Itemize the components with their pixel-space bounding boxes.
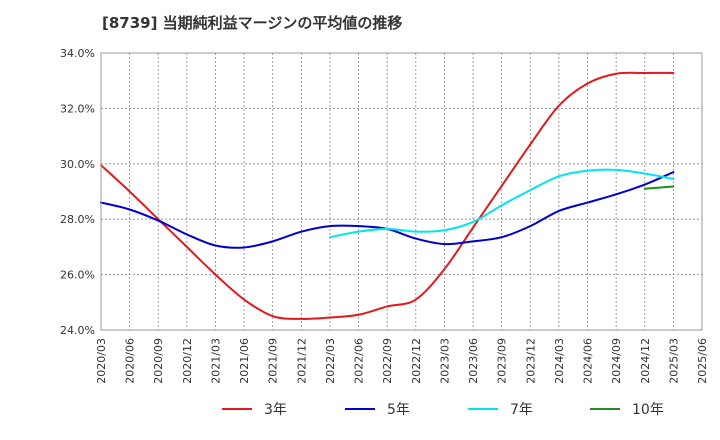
plot-frame <box>100 52 703 331</box>
x-axis-ticks: 2020/03 2020/06 2020/09 2020/12 2021/03 2021/… <box>95 338 709 384</box>
y-axis-ticks: 24.0% 26.0% 28.0% 30.0% 32.0% 34.0% <box>60 47 95 337</box>
y-tick-label: 24.0% <box>60 324 95 337</box>
x-tick-label: 2023/12 <box>524 338 537 384</box>
chart-title: [8739] 当期純利益マージンの平均値の推移 <box>102 14 403 32</box>
legend: 3年 5年 7年 10年 <box>222 402 664 418</box>
y-tick-label: 34.0% <box>60 47 95 60</box>
x-tick-label: 2020/12 <box>181 338 194 384</box>
x-tick-label: 2023/06 <box>467 338 480 384</box>
series-line-3 <box>328 168 675 239</box>
legend-label-2: 5年 <box>387 402 410 418</box>
x-tick-label: 2021/03 <box>209 338 222 384</box>
grid <box>101 53 702 330</box>
x-tick-label: 2022/09 <box>381 338 394 384</box>
x-tick-label: 2024/03 <box>553 338 566 384</box>
series-line-4 <box>643 185 675 190</box>
x-tick-label: 2020/03 <box>95 338 108 384</box>
x-tick-label: 2025/03 <box>667 338 680 384</box>
x-tick-label: 2025/06 <box>696 338 709 384</box>
x-tick-label: 2024/06 <box>582 338 595 384</box>
x-tick-label: 2021/06 <box>238 338 251 384</box>
x-tick-label: 2021/09 <box>267 338 280 384</box>
x-tick-label: 2020/06 <box>124 338 137 384</box>
x-tick-label: 2024/09 <box>610 338 623 384</box>
x-tick-label: 2020/09 <box>152 338 165 384</box>
legend-label-4: 10年 <box>632 402 664 418</box>
y-tick-label: 26.0% <box>60 269 95 282</box>
x-tick-label: 2022/03 <box>324 338 337 384</box>
series-lines <box>100 71 675 320</box>
x-tick-label: 2022/06 <box>353 338 366 384</box>
y-tick-label: 30.0% <box>60 158 95 171</box>
legend-label-3: 7年 <box>510 402 533 418</box>
x-tick-label: 2023/09 <box>496 338 509 384</box>
y-tick-label: 28.0% <box>60 213 95 226</box>
series-line-1 <box>100 71 675 320</box>
legend-label-1: 3年 <box>264 402 287 418</box>
x-tick-label: 2021/12 <box>295 338 308 384</box>
y-tick-label: 32.0% <box>60 102 95 115</box>
x-tick-label: 2024/12 <box>639 338 652 384</box>
x-tick-label: 2023/03 <box>438 338 451 384</box>
x-tick-label: 2022/12 <box>410 338 423 384</box>
